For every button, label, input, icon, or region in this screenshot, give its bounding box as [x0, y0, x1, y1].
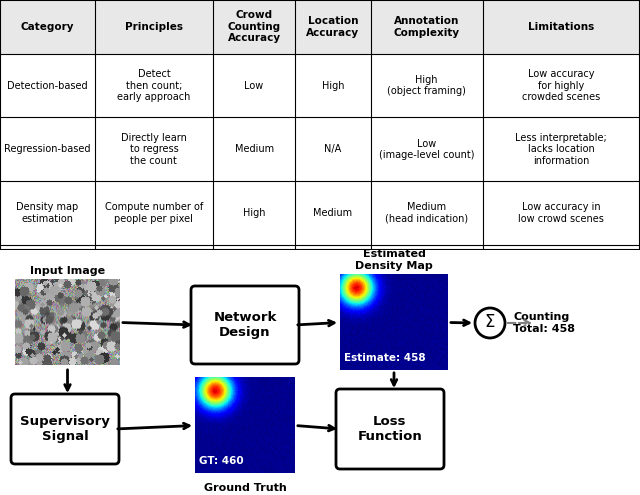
- Text: Location
Accuracy: Location Accuracy: [306, 16, 360, 38]
- Text: Loss
Function: Loss Function: [358, 415, 422, 443]
- Text: High: High: [321, 81, 344, 91]
- Text: Crowd
Counting
Accuracy: Crowd Counting Accuracy: [227, 10, 281, 44]
- Text: $\Sigma$: $\Sigma$: [484, 313, 496, 331]
- FancyBboxPatch shape: [336, 389, 444, 469]
- Text: Estimated
Density Map: Estimated Density Map: [355, 249, 433, 271]
- Text: Low accuracy in
low crowd scenes: Low accuracy in low crowd scenes: [518, 202, 604, 224]
- Text: Low
(image-level count): Low (image-level count): [379, 139, 474, 160]
- Text: Regression-based: Regression-based: [4, 145, 91, 154]
- Text: Annotation
Complexity: Annotation Complexity: [394, 16, 460, 38]
- Text: Less interpretable;
lacks location
information: Less interpretable; lacks location infor…: [515, 133, 607, 166]
- Text: High: High: [243, 208, 266, 218]
- Text: Principles: Principles: [125, 22, 183, 32]
- Text: GT: 460: GT: 460: [199, 456, 244, 466]
- FancyBboxPatch shape: [191, 286, 299, 364]
- Text: Medium: Medium: [313, 208, 353, 218]
- Text: Supervisory
Signal: Supervisory Signal: [20, 415, 110, 443]
- Text: Estimate: 458: Estimate: 458: [344, 353, 426, 363]
- Circle shape: [475, 308, 505, 338]
- Text: Detect
then count;
early approach: Detect then count; early approach: [117, 69, 191, 102]
- Text: Low accuracy
for highly
crowded scenes: Low accuracy for highly crowded scenes: [522, 69, 600, 102]
- Text: Ground Truth: Ground Truth: [204, 483, 286, 493]
- Bar: [0, 0, 640, 54]
- Text: Counting
Total: 458: Counting Total: 458: [513, 312, 575, 334]
- Text: Directly learn
to regress
the count: Directly learn to regress the count: [121, 133, 187, 166]
- Text: Medium: Medium: [234, 145, 274, 154]
- Text: Density map
estimation: Density map estimation: [16, 202, 79, 224]
- Text: Medium
(head indication): Medium (head indication): [385, 202, 468, 224]
- Text: Compute number of
people per pixel: Compute number of people per pixel: [105, 202, 203, 224]
- Text: Low: Low: [244, 81, 264, 91]
- Text: Detection-based: Detection-based: [7, 81, 88, 91]
- Text: Limitations: Limitations: [528, 22, 595, 32]
- Text: High
(object framing): High (object framing): [387, 75, 466, 97]
- Text: Network
Design: Network Design: [213, 311, 276, 339]
- FancyBboxPatch shape: [11, 394, 119, 464]
- Text: Input Image: Input Image: [30, 266, 105, 276]
- Text: Category: Category: [20, 22, 74, 32]
- Text: N/A: N/A: [324, 145, 341, 154]
